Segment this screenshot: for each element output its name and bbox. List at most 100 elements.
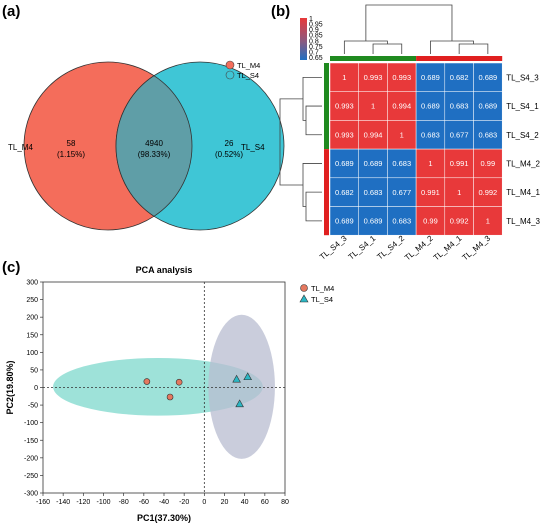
x-tick-label: 80 (281, 499, 289, 506)
heatmap-cell (473, 148, 503, 179)
heatmap-cell-value: 0.689 (421, 73, 440, 82)
venn-intersection-count: 4940 (145, 139, 163, 148)
column-dendrogram-link (365, 4, 453, 41)
x-tick-label: -80 (119, 499, 129, 506)
heatmap-cell-value: 0.689 (335, 216, 354, 225)
heatmap-row-label: TL_S4_3 (506, 73, 539, 82)
heatmap-cell (415, 206, 446, 236)
heatmap-cell-value: 0.991 (450, 159, 469, 168)
x-tick-label: -40 (159, 499, 169, 506)
x-tick-label: 40 (241, 499, 249, 506)
y-axis-label: PC2(19.80%) (5, 360, 15, 414)
heatmap-cell (415, 91, 446, 121)
x-tick-label: -140 (56, 499, 70, 506)
heatmap-row-label: TL_M4_3 (506, 217, 540, 226)
heatmap-cell-value: 0.993 (335, 130, 354, 139)
y-tick-label: 50 (30, 367, 38, 374)
venn-set-label-m4: TL_M4 (8, 143, 33, 152)
heatmap-row-label: TL_S4_2 (506, 131, 539, 140)
venn-diagram (23, 61, 285, 231)
heatmap-cell (329, 62, 359, 92)
heatmap-cell-value: 0.682 (450, 73, 469, 82)
data-point-tl-s4 (243, 372, 253, 381)
heatmap-cell-value: 0.991 (421, 188, 440, 197)
data-point-tl-s4 (235, 399, 244, 408)
heatmap-cell-value: 0.99 (481, 159, 496, 168)
heatmap-cell-value: 0.993 (392, 73, 411, 82)
heatmap-column-label: TL_M4_1 (432, 233, 464, 262)
heatmap-cell-value: 0.992 (450, 216, 469, 225)
heatmap-cell-value: 0.689 (364, 159, 383, 168)
panel-label-b: (b) (271, 3, 290, 20)
row-group-bar-m4 (324, 149, 329, 236)
heatmap-cell-value: 0.683 (392, 216, 411, 225)
x-tick-label: -60 (139, 499, 149, 506)
heatmap-cell (444, 206, 474, 236)
colorbar (300, 18, 307, 60)
heatmap-cell (473, 206, 503, 236)
row-dendrogram-link (305, 105, 322, 136)
y-tick-label: -300 (24, 491, 38, 498)
venn-s4-unique-pct: (0.52%) (215, 150, 243, 159)
heatmap-column-label: TL_S4_1 (347, 233, 378, 261)
pca-plot: PCA analysis -160 -140 -120 -100 -80 -60 -40 -20… (5, 265, 334, 523)
heatmap-cell-value: 0.99 (423, 216, 438, 225)
heatmap-cell (444, 62, 474, 92)
column-dendrogram-link (372, 43, 403, 54)
x-tick-label: 20 (221, 499, 229, 506)
venn-legend-label-m4: TL_M4 (237, 61, 260, 70)
legend-marker-tl-m4 (300, 284, 308, 292)
heatmap-cell-value: 0.683 (392, 159, 411, 168)
heatmap-cell (358, 62, 388, 92)
venn-m4-unique-count: 58 (67, 139, 76, 148)
column-dendrogram (343, 4, 489, 54)
row-group-bar-s4 (324, 63, 329, 150)
colorbar-tick: 0.9 (309, 27, 319, 34)
heatmap-cell-value: 1 (371, 102, 375, 111)
colorbar-tick: 0.65 (309, 55, 323, 62)
heatmap-row-label: TL_S4_1 (506, 102, 539, 111)
heatmap-cell (415, 148, 446, 179)
y-tick-label: 300 (26, 280, 38, 287)
heatmap-cell-value: 1 (428, 159, 432, 168)
heatmap-cell-value: 0.683 (421, 130, 440, 139)
venn-s4-unique-count: 26 (225, 139, 234, 148)
heatmap-cell-value: 0.994 (364, 130, 383, 139)
venn-legend-label-s4: TL_S4 (237, 71, 259, 80)
heatmap-cell-value: 1 (342, 73, 346, 82)
legend-label-tl-m4: TL_M4 (311, 284, 334, 293)
venn-set-label-s4: TL_S4 (241, 143, 265, 152)
heatmap-cell-value: 0.683 (450, 102, 469, 111)
row-dendrogram-link (305, 191, 322, 222)
heatmap-cell-value: 1 (400, 130, 404, 139)
heatmap-cell (387, 91, 417, 121)
heatmap-cell (329, 91, 359, 121)
legend-label-tl-s4: TL_S4 (311, 295, 333, 304)
colorbar-tick: 1 (309, 16, 313, 23)
heatmap-cell (358, 120, 388, 150)
venn-intersection-pct: (98.33%) (138, 150, 171, 159)
heatmap-cell-value: 0.683 (364, 188, 383, 197)
data-point-tl-s4 (232, 374, 241, 383)
x-tick-label: -120 (76, 499, 90, 506)
heatmap-cell (329, 206, 359, 236)
y-tick-label: 200 (26, 315, 38, 322)
heatmap-cell (387, 120, 417, 150)
data-point-tl-m4 (166, 393, 174, 401)
heatmap-cell-value: 0.994 (392, 102, 411, 111)
heatmap-cell (473, 62, 503, 92)
heatmap-cell (473, 177, 503, 207)
row-dendrogram-link (279, 98, 303, 186)
heatmap-cell-value: 0.689 (478, 73, 497, 82)
column-dendrogram-link (343, 40, 388, 54)
x-tick-label: -160 (36, 499, 50, 506)
heatmap-cell-value: 1 (457, 188, 461, 197)
x-tick-label: -20 (179, 499, 189, 506)
colorbar-tick: 0.7 (309, 49, 319, 56)
column-group-bar-m4 (416, 56, 503, 61)
y-tick-label: 250 (26, 297, 38, 304)
venn-intersection (115, 75, 193, 217)
data-point-tl-m4 (143, 378, 151, 385)
heatmap-cell-value: 0.677 (392, 188, 411, 197)
y-tick-label: 100 (26, 350, 38, 357)
